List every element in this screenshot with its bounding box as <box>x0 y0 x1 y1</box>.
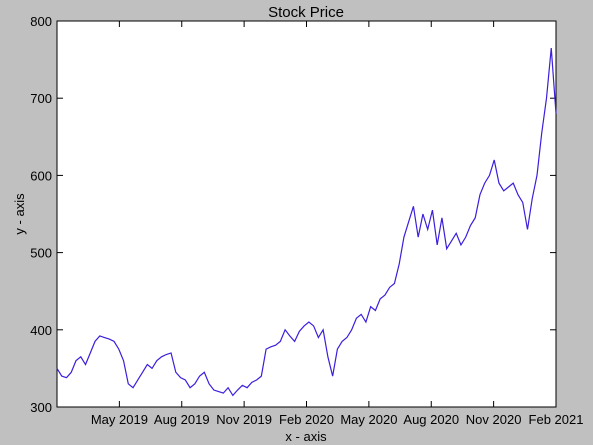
y-axis-label: y - axis <box>12 193 27 235</box>
x-tick-label: Aug 2019 <box>154 412 210 427</box>
x-tick-label: May 2020 <box>340 412 397 427</box>
x-tick-label: Feb 2020 <box>279 412 334 427</box>
x-tick-label: Aug 2020 <box>403 412 459 427</box>
y-tick-label: 300 <box>30 400 52 415</box>
chart-title: Stock Price <box>268 4 344 21</box>
x-tick-label: Nov 2020 <box>466 412 522 427</box>
y-tick-label: 700 <box>30 91 52 106</box>
y-tick-label: 800 <box>30 14 52 29</box>
x-tick-label: Feb 2021 <box>529 412 584 427</box>
x-tick-label: May 2019 <box>91 412 148 427</box>
x-tick-label: Nov 2019 <box>216 412 272 427</box>
y-tick-label: 400 <box>30 323 52 338</box>
y-tick-label: 600 <box>30 168 52 183</box>
y-tick-label: 500 <box>30 246 52 261</box>
plot-area <box>56 20 557 408</box>
price-line <box>56 47 557 397</box>
x-axis-label: x - axis <box>285 429 327 444</box>
